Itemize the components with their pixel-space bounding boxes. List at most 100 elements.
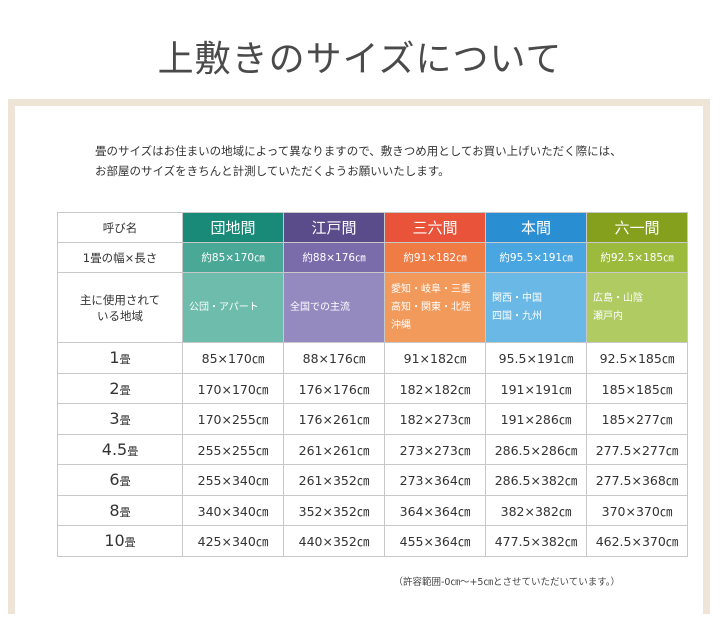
region-line: 四国・九州 bbox=[492, 310, 542, 322]
size-label: 3畳 bbox=[57, 403, 183, 435]
size-unit: 畳 bbox=[124, 536, 136, 550]
intro-line: 畳のサイズはお住まいの地域によって異なりますので、敷きつめ用としてお買い上げいた… bbox=[95, 144, 622, 158]
intro: 畳のサイズはお住まいの地域によって異なりますので、敷きつめ用としてお買い上げいた… bbox=[95, 141, 622, 181]
size-cell: 477.5×382㎝ bbox=[485, 525, 587, 557]
width-cell: 約91×182㎝ bbox=[384, 242, 486, 273]
size-cell: 88×176㎝ bbox=[283, 342, 385, 374]
region-line: 高知・関東・北陸 bbox=[391, 301, 471, 313]
intro-line: お部屋のサイズをきちんと計測していただくようお願いいたします。 bbox=[95, 164, 450, 178]
width-cell: 約85×170㎝ bbox=[182, 242, 284, 273]
size-cell: 191×191㎝ bbox=[485, 372, 587, 404]
region-line: 公団・アパート bbox=[189, 301, 259, 313]
size-cell: 261×261㎝ bbox=[283, 433, 385, 465]
region-cell: 愛知・岐阜・三重 高知・関東・北陸 沖縄 bbox=[384, 272, 486, 343]
size-label: 4.5畳 bbox=[57, 433, 183, 465]
size-table: 呼び名 団地間 江戸間 三六間 本間 六一間 1畳の幅×長さ 約85×170㎝ 約88×176㎝… bbox=[57, 212, 688, 557]
region-cell: 広島・山陰 瀬戸内 bbox=[586, 272, 688, 343]
region-row: 主に使用されて いる地域 公団・アパート 全国での主流 愛知・岐阜・三重 高知・関東・北陸… bbox=[57, 272, 688, 343]
region-cell: 関西・中国四国・九州 bbox=[485, 272, 587, 343]
width-cell: 約88×176㎝ bbox=[283, 242, 385, 273]
size-number: 1 bbox=[109, 348, 120, 368]
width-cell: 約95.5×191㎝ bbox=[485, 242, 587, 273]
size-cell: 425×340㎝ bbox=[182, 525, 284, 557]
region-line: 関西・中国 bbox=[492, 292, 542, 304]
size-cell: 382×382㎝ bbox=[485, 494, 587, 526]
size-cell: 185×185㎝ bbox=[586, 372, 688, 404]
size-cell: 261×352㎝ bbox=[283, 464, 385, 496]
header-cell: 三六間 bbox=[384, 212, 486, 243]
size-cell: 364×364㎝ bbox=[384, 494, 486, 526]
width-row: 1畳の幅×長さ 約85×170㎝ 約88×176㎝ 約91×182㎝ 約95.5×191… bbox=[57, 242, 688, 273]
region-cell: 全国での主流 bbox=[283, 272, 385, 343]
size-number: 4.5 bbox=[101, 439, 128, 459]
size-unit: 畳 bbox=[119, 353, 131, 367]
region-label-line: いる地域 bbox=[97, 308, 143, 323]
size-cell: 176×176㎝ bbox=[283, 372, 385, 404]
size-row: 3畳 170×255㎝ 176×261㎝ 182×273㎝ 191×286㎝ 185×27… bbox=[57, 403, 688, 435]
size-number: 8 bbox=[109, 500, 120, 520]
frame bbox=[8, 99, 710, 614]
width-cell: 1畳の幅×長さ bbox=[57, 242, 183, 273]
note: （許容範囲-0㎝～+5㎝とさせていただいています。） bbox=[393, 577, 621, 588]
region-cell: 公団・アパート bbox=[182, 272, 284, 343]
size-cell: 340×340㎝ bbox=[182, 494, 284, 526]
header-cell: 本間 bbox=[485, 212, 587, 243]
size-cell: 352×352㎝ bbox=[283, 494, 385, 526]
size-cell: 462.5×370㎝ bbox=[586, 525, 688, 557]
width-cell: 約92.5×185㎝ bbox=[586, 242, 688, 273]
region-label-line: 主に使用されて bbox=[79, 292, 161, 307]
header-cell: 江戸間 bbox=[283, 212, 385, 243]
size-unit: 畳 bbox=[119, 475, 131, 489]
size-unit: 畳 bbox=[127, 444, 139, 458]
size-row: 8畳 340×340㎝ 352×352㎝ 364×364㎝ 382×382㎝ 370×37… bbox=[57, 494, 688, 526]
size-row: 1畳 85×170㎝ 88×176㎝ 91×182㎝ 95.5×191㎝ 92.5×185… bbox=[57, 342, 688, 374]
region-label: 主に使用されて いる地域 bbox=[57, 272, 183, 343]
region-line: 愛知・岐阜・三重 bbox=[391, 283, 471, 295]
size-number: 6 bbox=[109, 470, 120, 490]
region-line: 広島・山陰 bbox=[593, 292, 643, 304]
size-cell: 191×286㎝ bbox=[485, 403, 587, 435]
size-cell: 273×273㎝ bbox=[384, 433, 486, 465]
size-label: 1畳 bbox=[57, 342, 183, 374]
size-cell: 85×170㎝ bbox=[182, 342, 284, 374]
size-cell: 91×182㎝ bbox=[384, 342, 486, 374]
region-line: 全国での主流 bbox=[290, 301, 350, 313]
size-cell: 286.5×382㎝ bbox=[485, 464, 587, 496]
header-row: 呼び名 団地間 江戸間 三六間 本間 六一間 bbox=[57, 212, 688, 243]
size-unit: 畳 bbox=[119, 505, 131, 519]
region-line: 沖縄 bbox=[391, 319, 411, 331]
size-label: 6畳 bbox=[57, 464, 183, 496]
size-cell: 370×370㎝ bbox=[586, 494, 688, 526]
size-cell: 255×340㎝ bbox=[182, 464, 284, 496]
header-cell: 呼び名 bbox=[57, 212, 183, 243]
size-row: 4.5畳 255×255㎝ 261×261㎝ 273×273㎝ 286.5×286㎝ 27… bbox=[57, 433, 688, 465]
size-cell: 185×277㎝ bbox=[586, 403, 688, 435]
size-row: 6畳 255×340㎝ 261×352㎝ 273×364㎝ 286.5×382㎝ 277.… bbox=[57, 464, 688, 496]
region-line: 瀬戸内 bbox=[593, 310, 623, 322]
size-row: 2畳 170×170㎝ 176×176㎝ 182×182㎝ 191×191㎝ 185×18… bbox=[57, 372, 688, 404]
size-cell: 170×255㎝ bbox=[182, 403, 284, 435]
size-cell: 455×364㎝ bbox=[384, 525, 486, 557]
size-cell: 255×255㎝ bbox=[182, 433, 284, 465]
size-label: 8畳 bbox=[57, 494, 183, 526]
size-cell: 286.5×286㎝ bbox=[485, 433, 587, 465]
size-cell: 92.5×185㎝ bbox=[586, 342, 688, 374]
size-cell: 95.5×191㎝ bbox=[485, 342, 587, 374]
size-cell: 176×261㎝ bbox=[283, 403, 385, 435]
size-label: 2畳 bbox=[57, 372, 183, 404]
size-cell: 273×364㎝ bbox=[384, 464, 486, 496]
size-cell: 182×273㎝ bbox=[384, 403, 486, 435]
page-title: 上敷きのサイズについて bbox=[157, 39, 563, 80]
size-cell: 277.5×368㎝ bbox=[586, 464, 688, 496]
size-number: 2 bbox=[109, 378, 120, 398]
size-label: 10畳 bbox=[57, 525, 183, 557]
size-row: 10畳 425×340㎝ 440×352㎝ 455×364㎝ 477.5×382㎝ 462… bbox=[57, 525, 688, 557]
size-cell: 440×352㎝ bbox=[283, 525, 385, 557]
size-cell: 277.5×277㎝ bbox=[586, 433, 688, 465]
size-cell: 170×170㎝ bbox=[182, 372, 284, 404]
size-unit: 畳 bbox=[119, 383, 131, 397]
size-number: 3 bbox=[109, 409, 120, 429]
header-cell: 団地間 bbox=[182, 212, 284, 243]
size-cell: 182×182㎝ bbox=[384, 372, 486, 404]
